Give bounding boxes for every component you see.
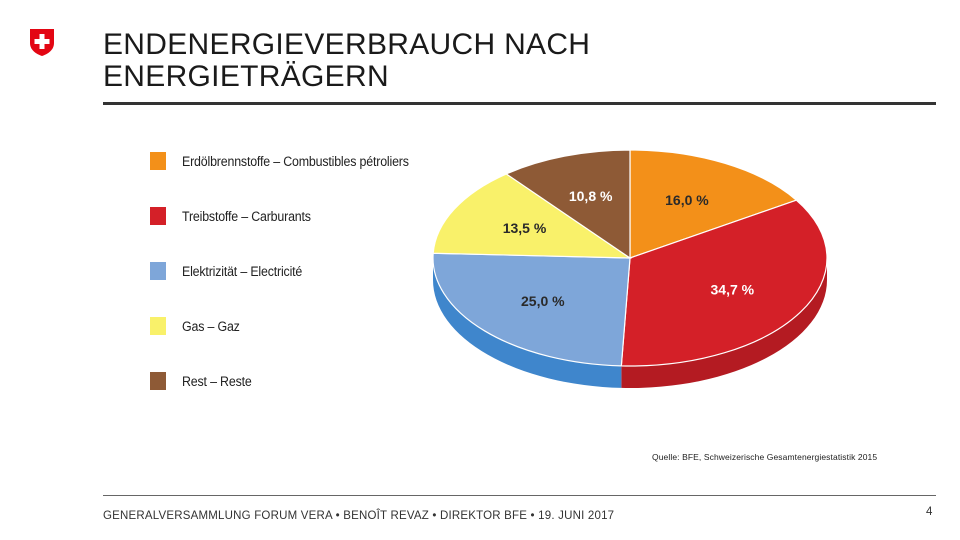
value-label-fuels: 34,7 % <box>711 281 755 297</box>
pie-slices <box>432 149 828 367</box>
title-line-1: ENDENERGIEVERBRAUCH NACH <box>103 28 591 61</box>
legend-item-fuels: Treibstoffe – Carburants <box>150 205 322 227</box>
pie-slice-rest <box>505 149 631 260</box>
pie-slice-electricity <box>432 252 631 367</box>
legend-label: Elektrizität – Electricité <box>182 263 303 279</box>
pie-slice-fuels <box>620 199 828 367</box>
title-divider <box>103 102 936 105</box>
legend-swatch <box>150 372 166 390</box>
legend-swatch <box>150 317 166 335</box>
legend-label: Rest – Reste <box>182 373 252 389</box>
page-number: 4 <box>926 506 933 518</box>
legend-swatch <box>150 207 166 225</box>
footer-text: GENERALVERSAMMLUNG FORUM VERA • BENOÎT R… <box>103 510 615 522</box>
pie-value-labels: 16,0 % 34,7 % 25,0 % 13,5 % 10,8 % <box>503 188 755 309</box>
footer-divider <box>103 495 936 496</box>
legend-item-gas: Gas – Gaz <box>150 315 245 337</box>
legend-label: Erdölbrennstoffe – Combustibles pétrolie… <box>182 153 409 169</box>
value-label-gas: 13,5 % <box>503 220 547 236</box>
pie-slice-petroleum <box>629 149 798 259</box>
source-note: Quelle: BFE, Schweizerische Gesamtenergi… <box>652 452 878 462</box>
legend-swatch <box>150 152 166 170</box>
pie-slice-gas <box>432 173 633 259</box>
pie-side-fuels <box>621 258 827 388</box>
legend-swatch <box>150 262 166 280</box>
legend-item-electricity: Elektrizität – Electricité <box>150 260 313 282</box>
value-label-electricity: 25,0 % <box>521 293 565 309</box>
pie-side-walls <box>433 258 827 388</box>
pie-side-electricity <box>433 258 622 388</box>
title-line-2: ENERGIETRÄGERN <box>103 60 389 93</box>
swiss-cross-icon <box>30 29 54 56</box>
value-label-rest: 10,8 % <box>569 188 613 204</box>
pie-chart: 16,0 % 34,7 % 25,0 % 13,5 % 10,8 % <box>432 149 828 388</box>
legend-label: Treibstoffe – Carburants <box>182 208 311 224</box>
legend-item-petroleum: Erdölbrennstoffe – Combustibles pétrolie… <box>150 150 429 172</box>
legend-item-rest: Rest – Reste <box>150 370 258 392</box>
page-title: ENDENERGIEVERBRAUCH NACH ENERGIETRÄGERN <box>103 29 590 93</box>
legend-label: Gas – Gaz <box>182 318 240 334</box>
value-label-petroleum: 16,0 % <box>665 192 709 208</box>
